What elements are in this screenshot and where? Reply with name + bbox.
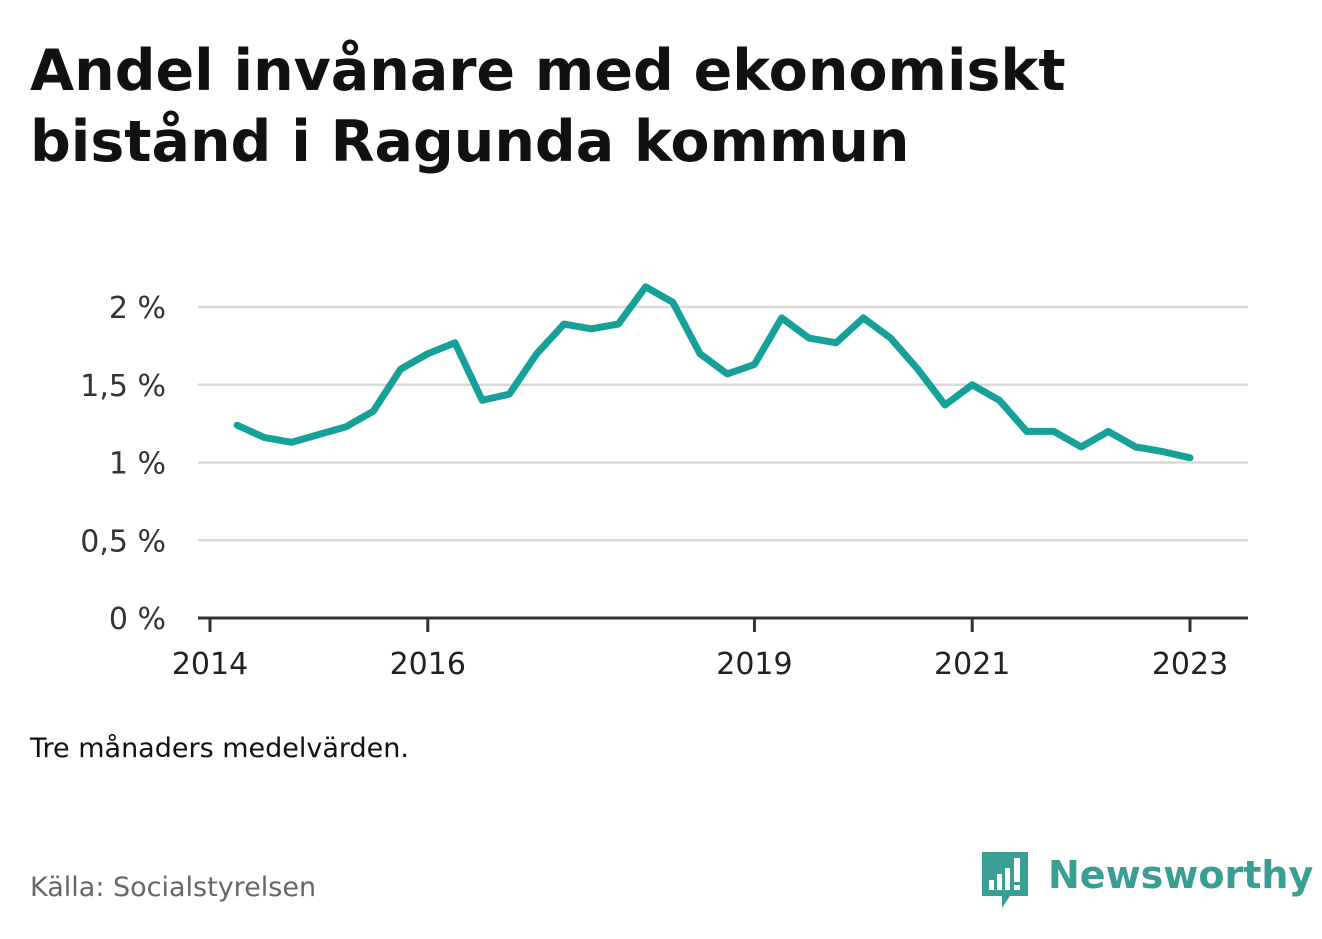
brand-name: Newsworthy <box>1048 853 1314 897</box>
series-lines <box>233 283 1194 462</box>
y-axis-labels: 0 % 0,5 % 1 % 1,5 % 2 % <box>80 291 166 637</box>
chart-note: Tre månaders medelvärden. <box>30 733 409 764</box>
source-credit: Källa: Socialstyrelsen <box>30 872 317 903</box>
y-tick-label: 0,5 % <box>80 524 166 559</box>
bar-chart-speech-bubble-icon <box>982 852 1028 908</box>
gridlines <box>198 305 1248 542</box>
y-tick-label: 1,5 % <box>80 369 166 404</box>
y-tick-label: 1 % <box>109 447 166 482</box>
y-tick-label: 2 % <box>109 291 166 326</box>
x-axis <box>198 616 1248 632</box>
x-tick-label: 2014 <box>172 647 248 682</box>
x-axis-labels: 2014 2016 2019 2021 2023 <box>172 647 1228 682</box>
x-tick-label: 2019 <box>716 647 792 682</box>
y-tick-label: 0 % <box>109 602 166 637</box>
newsworthy-logo: Newsworthy <box>980 850 1313 910</box>
x-tick-label: 2016 <box>390 647 466 682</box>
chart-title: Andel invånare med ekonomiskt bistånd i … <box>30 38 1066 175</box>
x-tick-label: 2021 <box>934 647 1010 682</box>
series-line <box>233 283 1194 462</box>
x-tick-label: 2023 <box>1152 647 1228 682</box>
